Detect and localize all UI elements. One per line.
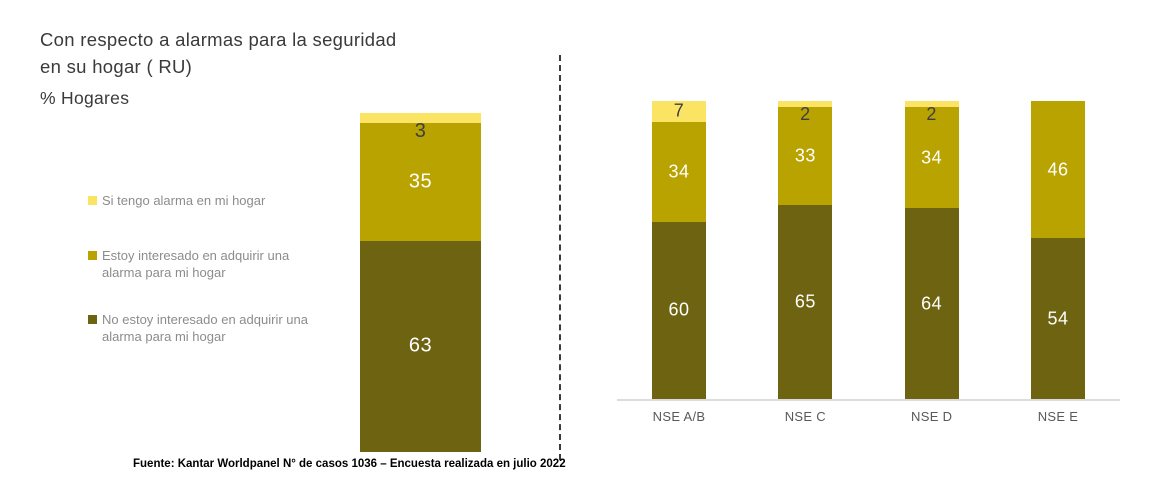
bar-segment: 7	[652, 101, 706, 122]
dashed-divider-line	[559, 55, 561, 460]
data-label: 63	[408, 334, 433, 357]
chart-title: Con respecto a alarmas para la seguridad…	[40, 26, 397, 80]
stacked-bar-chart-total: 3 35 63	[360, 113, 481, 452]
bar-segment: 2	[904, 101, 959, 124]
category-label: NSE C	[784, 409, 826, 424]
data-label: 46	[1047, 159, 1069, 180]
data-label: 2	[926, 103, 937, 124]
bar-stack: 2 34 64	[904, 101, 959, 399]
data-label: 60	[668, 299, 690, 320]
category-label: NSE D	[911, 409, 953, 424]
bar-segment: 34	[652, 121, 706, 222]
bar-segment: 35	[360, 123, 481, 241]
stacked-bar-chart-by-nse: 7 34 60 NSE A/B 2 33 65 NSE C 2 34 64 NSE D 46 54 NSE …	[617, 101, 1120, 424]
data-label: 2	[800, 103, 811, 124]
data-label: 35	[408, 170, 433, 193]
legend-swatch-icon	[88, 315, 97, 324]
bar-segment: 33	[778, 106, 833, 206]
chart-title-line2: en su hogar ( RU)	[40, 56, 193, 77]
bar-stack: 46 54	[1030, 101, 1085, 399]
legend-item-no-interesado: No estoy interesado en adquirir una alar…	[88, 311, 313, 345]
bar-segment: 46	[1030, 101, 1085, 239]
bar-segment: 54	[1030, 238, 1085, 399]
category-label: NSE A/B	[652, 409, 706, 424]
data-label: 54	[1047, 308, 1069, 329]
bar-segment: 34	[904, 106, 959, 209]
bar-stack: 7 34 60	[652, 101, 706, 399]
bar-segment: 60	[652, 221, 706, 399]
bar-segment: 64	[904, 208, 959, 399]
legend-swatch-icon	[88, 251, 97, 260]
data-label: 3	[414, 120, 427, 143]
bar-column: 2 34 64 NSE D	[904, 101, 959, 424]
data-label: 64	[921, 293, 943, 314]
data-label: 65	[794, 291, 816, 312]
bar-column: 3 35 63	[360, 113, 481, 452]
bar-column: 7 34 60 NSE A/B	[652, 101, 706, 424]
bar-stack: 3 35 63	[360, 113, 481, 452]
bar-column: 2 33 65 NSE C	[778, 101, 833, 424]
source-note: Fuente: Kantar Worldpanel N° de casos 10…	[133, 458, 566, 470]
bar-stack: 2 33 65	[778, 101, 833, 399]
legend-item-si-tengo-alarma: Si tengo alarma en mi hogar	[88, 192, 313, 209]
bar-column: 46 54 NSE E	[1030, 101, 1085, 424]
data-label: 33	[794, 145, 816, 166]
legend-swatch-icon	[88, 196, 97, 205]
data-label: 34	[668, 161, 690, 182]
bar-segment: 63	[360, 240, 481, 452]
bar-segment: 65	[778, 205, 833, 399]
category-label: NSE E	[1037, 409, 1079, 424]
legend-item-label: No estoy interesado en adquirir una alar…	[102, 312, 308, 344]
chart-title-line1: Con respecto a alarmas para la seguridad	[40, 29, 397, 50]
legend-item-label: Estoy interesado en adquirir una alarma …	[102, 248, 290, 280]
bar-segment: 3	[360, 113, 481, 142]
chart-subtitle: % Hogares	[40, 88, 130, 108]
data-label: 7	[673, 100, 685, 121]
legend-item-label: Si tengo alarma en mi hogar	[102, 193, 266, 208]
legend-item-interesado-adquirir: Estoy interesado en adquirir una alarma …	[88, 247, 313, 281]
bar-segment: 2	[778, 101, 833, 124]
data-label: 34	[921, 147, 943, 168]
